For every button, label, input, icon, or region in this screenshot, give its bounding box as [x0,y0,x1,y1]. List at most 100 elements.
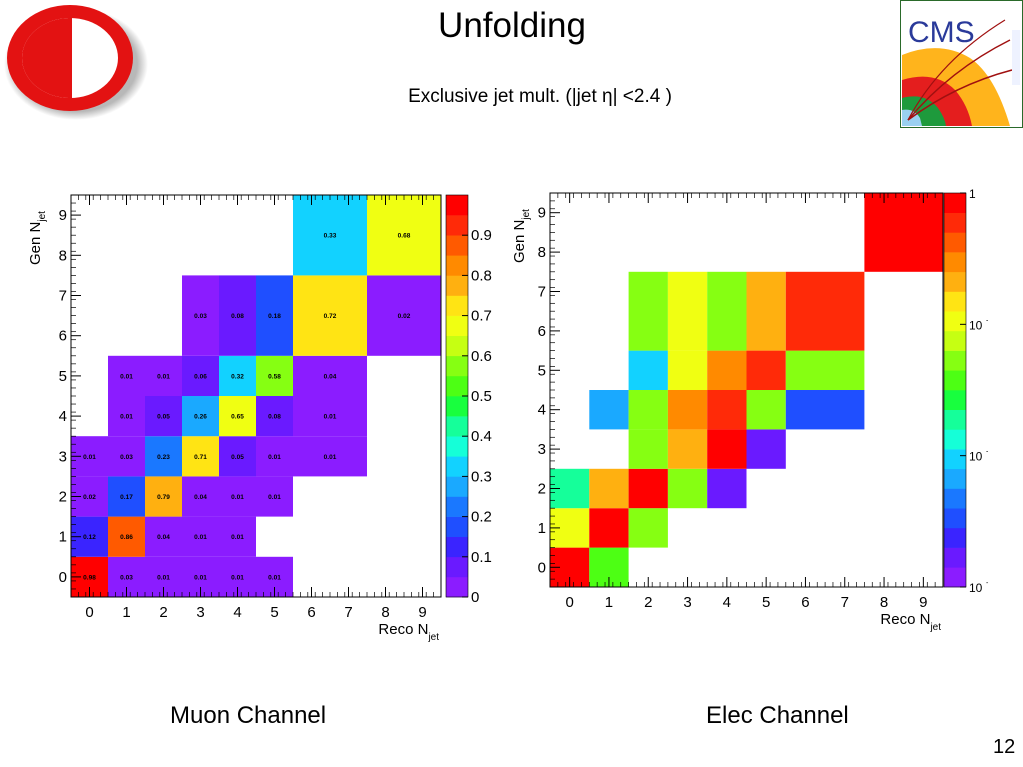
x-tick-label: 9 [919,594,927,611]
y-tick-label: 1 [538,520,546,537]
colorbar-exponent-mark: - [986,580,989,587]
y-tick-label: 5 [59,368,67,385]
cell-value-label: 0.01 [324,454,337,461]
heatmap-cell [145,516,182,557]
cell-value-label: 0.08 [231,313,244,320]
cell-value-label: 0.06 [194,373,207,380]
y-tick-label: 5 [538,362,546,379]
cell-value-label: 0.04 [324,373,337,380]
colorbar-tick-label: 10 [969,450,983,464]
colorbar-tick-label: 10 [969,581,983,595]
heatmap-cell [182,436,219,477]
heatmap-cell [589,468,629,509]
colorbar-segment [446,375,468,397]
cell-value-label: 0.26 [194,414,207,421]
heatmap-cell [256,275,293,356]
cell-value-label: 0.08 [268,414,281,421]
colorbar-segment [446,556,468,578]
y-tick-label: 4 [538,402,546,419]
colorbar-segment [944,212,966,233]
x-tick-label: 3 [683,594,691,611]
colorbar-segment [944,468,966,489]
colorbar-segment [446,476,468,497]
heatmap-cell [293,396,367,437]
heatmap-cell [628,429,668,469]
cell-value-label: 0.32 [231,373,244,380]
heatmap-cell [219,476,256,517]
heatmap-cell [256,436,293,477]
heatmap-cell [293,195,367,276]
university-logo-icon [2,2,150,120]
x-tick-label: 5 [270,604,278,621]
y-tick-label: 3 [59,448,67,465]
cell-value-label: 0.01 [231,534,244,541]
cell-value-label: 0.12 [83,534,96,541]
heatmap-cell [667,350,708,390]
cell-value-label: 0.02 [83,494,96,501]
cell-value-label: 0.02 [398,313,411,320]
cell-value-label: 0.01 [268,454,281,461]
heatmap-cell [589,390,629,430]
colorbar-exponent-mark: - [986,449,989,456]
heatmap-cell [746,271,786,351]
heatmap-cell [628,468,668,509]
heatmap-cell [785,271,865,351]
cell-value-label: 0.98 [83,574,96,581]
colorbar-segment [446,315,468,336]
x-axis-title: Reco Njet [378,621,439,643]
heatmap-cell [746,390,786,430]
heatmap-cell [864,193,943,272]
heatmap-cell [182,516,219,557]
cell-value-label: 0.01 [268,494,281,501]
colorbar-segment [446,456,468,477]
colorbar-segment [944,350,966,371]
colorbar-segment [446,436,468,457]
heatmap-cell [108,476,145,517]
colorbar-segment [446,355,468,377]
heatmap-cell [145,436,182,477]
heatmap-cell [293,436,367,477]
cell-value-label: 0.86 [120,534,133,541]
heatmap-cell [589,508,629,548]
colorbar-segment [446,215,468,236]
cell-value-label: 0.01 [120,373,133,380]
colorbar-segment [446,275,468,296]
colorbar-segment [944,311,966,332]
cell-value-label: 0.01 [268,574,281,581]
y-axis-title: Gen Njet [27,211,48,265]
x-axis-title-sub: jet [929,622,941,633]
colorbar-segment [446,576,468,598]
heatmap-cell [746,429,786,469]
cell-value-label: 0.03 [120,574,133,581]
colorbar-tick-label: 0.8 [471,267,492,284]
x-tick-label: 6 [307,604,315,621]
y-tick-label: 1 [59,529,67,546]
colorbar-tick-label: 0 [471,589,479,606]
heatmap-cell [707,350,747,390]
heatmap-cell [667,429,708,469]
x-tick-label: 0 [565,594,573,611]
heatmap-cell [667,468,708,509]
cell-value-label: 0.01 [194,574,207,581]
heatmap-cell [667,390,708,430]
colorbar-tick-label: 0.4 [471,428,492,445]
cell-value-label: 0.18 [268,313,281,320]
heatmap-cell [707,271,747,351]
heatmap-cell [182,396,219,437]
heatmap-cell [293,275,367,356]
y-axis-title-sub: jet [37,211,48,223]
heatmap-cell [628,271,668,351]
cell-value-label: 0.05 [157,414,170,421]
x-axis-title: Reco Njet [880,611,941,633]
x-axis-title-main: Reco N [880,611,930,628]
x-tick-label: 6 [801,594,809,611]
x-axis-title-sub: jet [427,632,439,643]
muon-channel-caption: Muon Channel [170,702,327,729]
muon-heatmap: 0.98 0.03 0.01 0.01 0.01 0.010.12 0.86 0.04 0.01… [27,170,515,643]
x-tick-label: 1 [605,594,613,611]
x-tick-label: 8 [880,594,888,611]
colorbar-tick-label: 0.9 [471,227,492,244]
cell-value-label: 0.01 [83,454,96,461]
cell-value-label: 0.72 [324,313,337,320]
